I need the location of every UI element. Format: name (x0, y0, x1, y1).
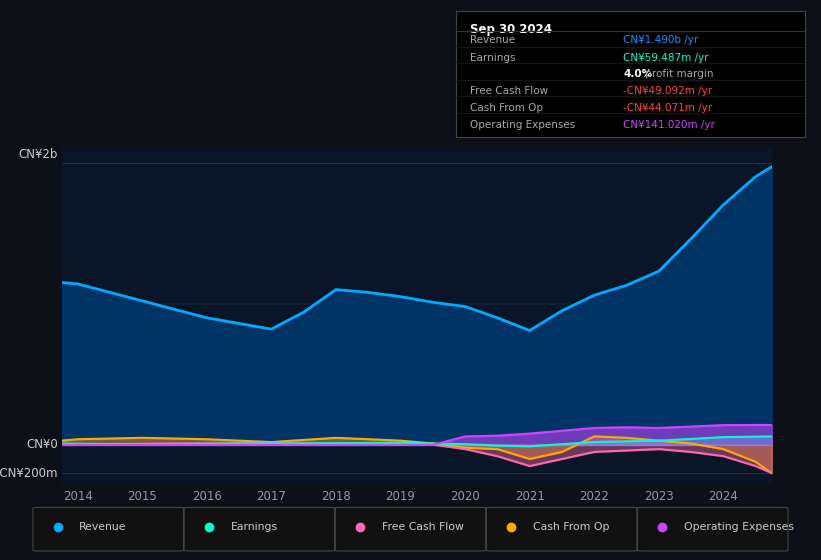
Text: CN¥2b: CN¥2b (19, 148, 58, 161)
Text: CN¥59.487m /yr: CN¥59.487m /yr (623, 53, 709, 63)
Text: Operating Expenses: Operating Expenses (470, 120, 575, 129)
FancyBboxPatch shape (486, 507, 637, 551)
Text: Cash From Op: Cash From Op (533, 522, 609, 532)
Text: profit margin: profit margin (642, 69, 713, 79)
Text: CN¥0: CN¥0 (26, 438, 58, 451)
Text: -CN¥49.092m /yr: -CN¥49.092m /yr (623, 86, 713, 96)
Text: Operating Expenses: Operating Expenses (684, 522, 794, 532)
FancyBboxPatch shape (33, 507, 183, 551)
Text: 4.0%: 4.0% (623, 69, 652, 79)
FancyBboxPatch shape (335, 507, 486, 551)
Text: Revenue: Revenue (470, 35, 515, 45)
Text: Cash From Op: Cash From Op (470, 102, 543, 113)
Text: Sep 30 2024: Sep 30 2024 (470, 22, 552, 35)
Text: Earnings: Earnings (231, 522, 277, 532)
FancyBboxPatch shape (638, 507, 788, 551)
Text: -CN¥200m: -CN¥200m (0, 466, 58, 479)
Text: Free Cash Flow: Free Cash Flow (382, 522, 463, 532)
Text: -CN¥44.071m /yr: -CN¥44.071m /yr (623, 102, 713, 113)
FancyBboxPatch shape (184, 507, 335, 551)
Text: Revenue: Revenue (80, 522, 126, 532)
Text: CN¥1.490b /yr: CN¥1.490b /yr (623, 35, 699, 45)
Text: Earnings: Earnings (470, 53, 515, 63)
Text: Free Cash Flow: Free Cash Flow (470, 86, 548, 96)
Text: CN¥141.020m /yr: CN¥141.020m /yr (623, 120, 715, 129)
